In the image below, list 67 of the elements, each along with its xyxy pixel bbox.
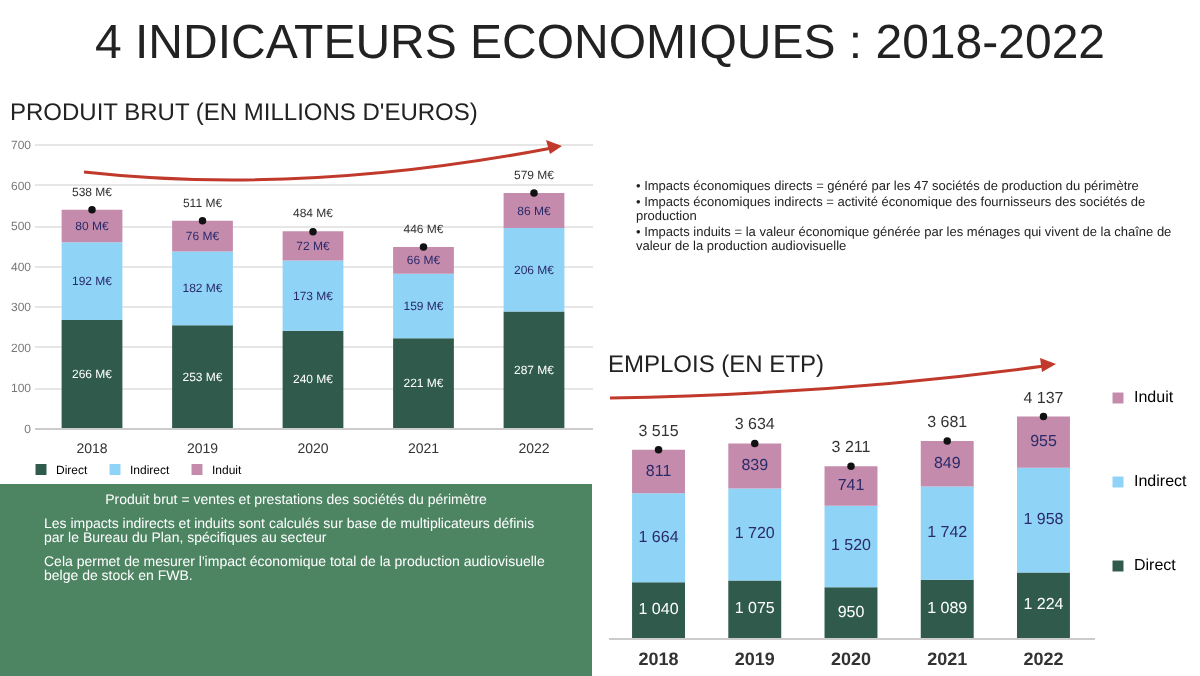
point <box>530 189 538 197</box>
data-label: 849 <box>933 453 962 472</box>
bar <box>728 443 782 489</box>
point <box>847 462 855 470</box>
data-label: 1 040 <box>638 600 680 619</box>
legend-label: Induit <box>1134 388 1175 406</box>
x-tick-label: 2022 <box>1023 649 1064 669</box>
bar <box>920 579 974 638</box>
bar <box>393 273 454 339</box>
bar <box>728 580 782 638</box>
point <box>309 227 317 236</box>
bar <box>632 582 685 638</box>
data-label: 1 664 <box>638 527 680 546</box>
data-label: 1 720 <box>734 524 776 543</box>
bar <box>1017 467 1070 573</box>
bar <box>61 320 123 428</box>
data-label: 839 <box>741 455 770 474</box>
legend-label: Indirect <box>1134 472 1189 490</box>
chart-subtitle: PRODUIT BRUT (EN MILLIONS D'EUROS) <box>9 98 478 126</box>
bar <box>503 311 565 428</box>
bar <box>282 260 344 331</box>
bar <box>503 227 565 312</box>
data-label: 811 <box>645 461 673 480</box>
point <box>88 205 96 214</box>
bar <box>1017 416 1070 468</box>
total-label: 3 681 <box>927 412 969 431</box>
x-tick-label: 2018 <box>638 649 679 669</box>
data-label: 1 089 <box>927 598 969 617</box>
point <box>751 439 759 448</box>
legend-label: Direct <box>1134 556 1178 574</box>
total-label: 3 211 <box>831 438 872 457</box>
chart-title: 4 INDICATEURS ECONOMIQUES : 2018-2022 <box>92 16 1108 72</box>
bar <box>824 587 878 638</box>
data-label: 950 <box>837 602 866 621</box>
bar <box>824 505 878 588</box>
x-tick-label: 2021 <box>927 649 968 669</box>
bar <box>920 486 974 580</box>
data-label: 1 075 <box>734 599 776 618</box>
total-label: 4 137 <box>1023 388 1065 407</box>
point <box>943 437 951 445</box>
data-label: 741 <box>837 475 866 494</box>
bar <box>172 251 233 326</box>
bar <box>61 242 123 321</box>
point <box>198 216 207 225</box>
data-label: 955 <box>1030 432 1058 451</box>
data-label: 1 224 <box>1023 595 1065 614</box>
bar <box>728 488 782 581</box>
bar <box>920 441 974 487</box>
data-label: 1 958 <box>1023 510 1065 529</box>
point <box>1039 412 1048 421</box>
bar <box>282 330 344 428</box>
total-label: 3 634 <box>734 415 776 434</box>
total-label: 3 515 <box>638 421 680 440</box>
bar <box>393 338 454 428</box>
bar <box>632 493 685 583</box>
point <box>419 243 428 251</box>
data-label: 1 742 <box>927 523 969 542</box>
bar <box>824 466 878 506</box>
data-label: 1 520 <box>830 536 873 555</box>
x-tick-label: 2020 <box>830 649 872 669</box>
bar <box>172 220 233 252</box>
text: EMPLOIS (EN ETP) <box>608 350 825 378</box>
bar <box>1017 572 1070 638</box>
point <box>654 446 663 454</box>
x-tick-label: 2019 <box>734 649 775 669</box>
bar <box>632 449 685 494</box>
bar <box>172 325 233 428</box>
